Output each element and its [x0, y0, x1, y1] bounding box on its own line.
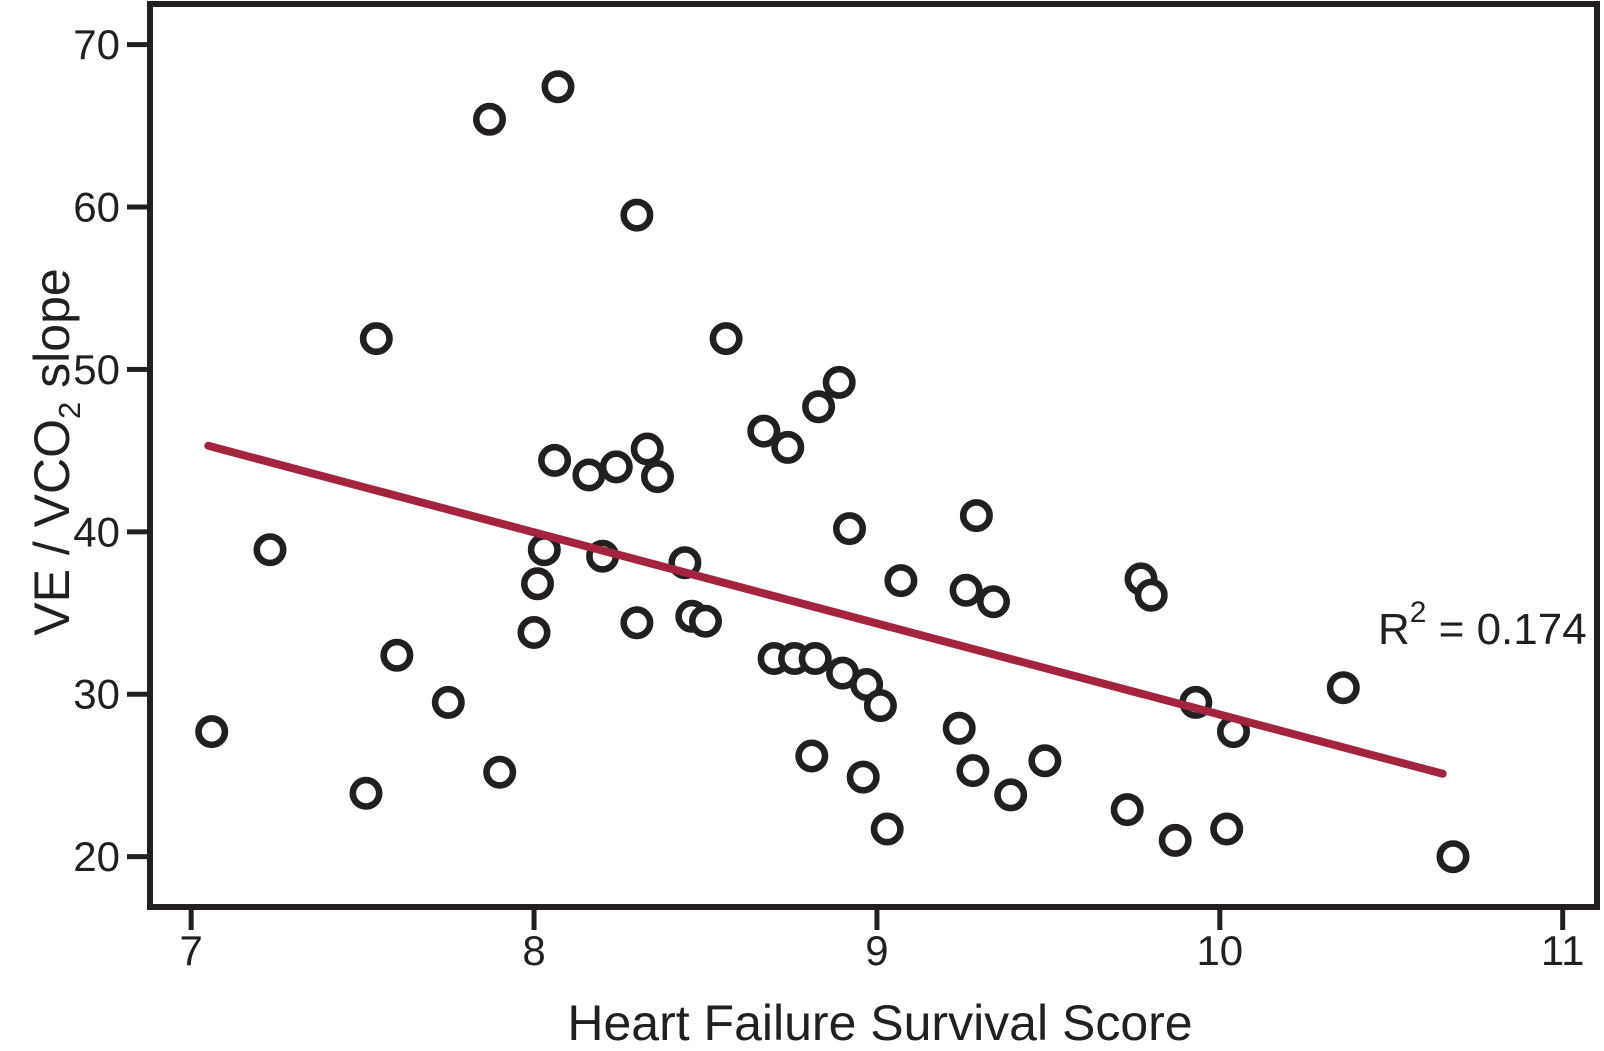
- data-point: [771, 430, 805, 464]
- y-axis-tick-label: 70: [73, 21, 120, 68]
- data-point: [795, 739, 829, 773]
- data-point: [949, 573, 983, 607]
- data-point: [976, 585, 1010, 619]
- data-point: [538, 443, 572, 477]
- y-axis-tick: [127, 366, 147, 372]
- y-axis-title-subscript: 2: [51, 401, 87, 419]
- data-point: [541, 70, 575, 104]
- y-axis-line: [147, 1, 153, 910]
- data-point: [747, 414, 781, 448]
- data-point: [620, 198, 654, 232]
- y-axis-tick-label: 60: [73, 184, 120, 231]
- r-squared-annotation: R2 = 0.174: [1378, 598, 1587, 654]
- data-point: [1326, 671, 1360, 705]
- data-point: [1210, 812, 1244, 846]
- plot-border-top: [147, 1, 1600, 7]
- data-point: [884, 564, 918, 598]
- y-axis-tick-label: 50: [73, 346, 120, 393]
- data-point: [1134, 578, 1168, 612]
- data-point: [688, 604, 722, 638]
- plot-border-right: [1594, 1, 1600, 910]
- data-point: [630, 432, 664, 466]
- y-axis-tick: [127, 204, 147, 210]
- y-axis-title: VE / VCO2 slope: [24, 268, 87, 636]
- x-axis-tick-label: 8: [522, 927, 545, 974]
- data-point: [832, 512, 866, 546]
- data-point: [620, 606, 654, 640]
- y-axis-tick: [127, 854, 147, 860]
- x-axis-tick: [874, 910, 880, 930]
- x-axis-tick-label: 9: [865, 927, 888, 974]
- y-axis-tick-label: 20: [73, 833, 120, 880]
- data-point: [942, 711, 976, 745]
- data-point: [483, 755, 517, 789]
- data-point: [1028, 744, 1062, 778]
- data-point: [846, 760, 880, 794]
- y-axis-tick: [127, 691, 147, 697]
- data-point: [1158, 823, 1192, 857]
- data-point: [520, 567, 554, 601]
- data-point: [572, 458, 606, 492]
- data-point: [956, 754, 990, 788]
- x-axis-line: [147, 904, 1600, 910]
- y-axis-title-main: VE / VCO: [24, 418, 80, 636]
- x-axis-tick: [1217, 910, 1223, 930]
- data-point: [349, 776, 383, 810]
- data-point: [599, 450, 633, 484]
- x-axis-tick-label: 7: [179, 927, 202, 974]
- x-axis-tick-label: 10: [1196, 927, 1243, 974]
- r-squared-superscript: 2: [1409, 596, 1427, 630]
- x-axis-title: Heart Failure Survival Score: [567, 995, 1193, 1051]
- y-axis-tick-label: 40: [73, 508, 120, 555]
- data-point: [1110, 793, 1144, 827]
- x-axis-tick-label: 11: [1541, 927, 1585, 974]
- x-axis-tick: [531, 910, 537, 930]
- data-point: [822, 365, 856, 399]
- data-point: [380, 638, 414, 672]
- data-point: [994, 778, 1028, 812]
- x-axis-tick: [188, 910, 194, 930]
- y-axis-tick-label: 30: [73, 671, 120, 718]
- data-point: [798, 641, 832, 675]
- r-squared-value: = 0.174: [1426, 605, 1587, 654]
- data-point: [640, 460, 674, 494]
- trend-line: [204, 441, 1447, 778]
- data-point: [870, 812, 904, 846]
- data-point: [802, 390, 836, 424]
- y-axis-title-rest: slope: [24, 268, 80, 402]
- data-point: [431, 685, 465, 719]
- data-point: [253, 533, 287, 567]
- data-point: [359, 322, 393, 356]
- data-point: [517, 615, 551, 649]
- data-point: [1436, 840, 1470, 874]
- x-axis-tick: [1560, 910, 1566, 930]
- data-point: [472, 102, 506, 136]
- data-point: [709, 322, 743, 356]
- y-axis-tick: [127, 42, 147, 48]
- y-axis-tick: [127, 529, 147, 535]
- data-point: [195, 715, 229, 749]
- data-point: [863, 689, 897, 723]
- r-squared-base: R: [1378, 605, 1410, 654]
- data-point: [959, 499, 993, 533]
